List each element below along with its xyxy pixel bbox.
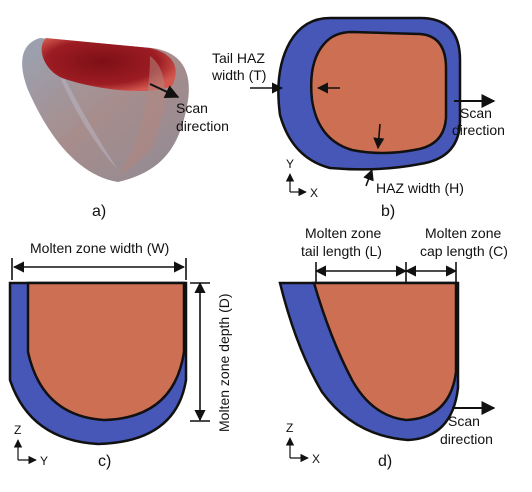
axis-label-c-vertical: Z [14, 423, 21, 437]
axis-label-d-vertical: Z [286, 421, 293, 435]
axis-triad-d: Z X [285, 421, 320, 466]
panel-c: Molten zone width (W) Molten zone depth … [8, 240, 232, 470]
caption-b: b) [381, 203, 395, 220]
tail-haz-label-line2: width (T) [211, 67, 266, 83]
panel-a: Scan direction a) [22, 38, 229, 220]
scan-label-b-line1: Scan [460, 105, 492, 121]
caption-a: a) [92, 203, 106, 220]
axis-label-b-horizontal: X [310, 186, 318, 200]
tail-length-label-line2: tail length (L) [301, 243, 382, 259]
molten-zone-c [26, 281, 186, 422]
cap-length-label-line1: Molten zone [425, 225, 501, 241]
axis-triad-b: Y X [285, 157, 318, 200]
haz-width-label: HAZ width (H) [376, 180, 464, 196]
width-label: Molten zone width (W) [30, 240, 169, 256]
caption-d: d) [378, 453, 392, 470]
scan-direction-arrow-a [149, 83, 180, 99]
axis-label-b-vertical: Y [286, 157, 294, 171]
scan-label-b-line2: direction [452, 122, 505, 138]
scan-label-a-line2: direction [176, 118, 229, 134]
scan-label-a-line1: Scan [176, 100, 208, 116]
panel-d: Molten zone tail length (L) Molten zone … [278, 225, 508, 470]
cap-length-label-line2: cap length (C) [420, 243, 508, 259]
depth-label: Molten zone depth (D) [216, 293, 232, 432]
haz-width-arrow-outer [363, 168, 374, 187]
molten-zone-b [310, 30, 448, 155]
tail-haz-label-line1: Tail HAZ [212, 50, 265, 66]
scan-label-d-line1: Scan [448, 413, 480, 429]
axis-label-d-horizontal: X [312, 452, 320, 466]
molten-pool-3d-render [22, 38, 189, 182]
tail-length-label-line1: Molten zone [305, 225, 381, 241]
molten-zone-d [312, 281, 458, 422]
scan-label-d-line2: direction [440, 431, 493, 447]
panel-b: Tail HAZ width (T) Scan direction HAZ wi… [211, 16, 505, 220]
caption-c: c) [98, 453, 111, 470]
axis-triad-c: Z Y [13, 423, 48, 468]
haz-width-arrow-inner [373, 123, 385, 150]
axis-label-c-horizontal: Y [40, 454, 48, 468]
